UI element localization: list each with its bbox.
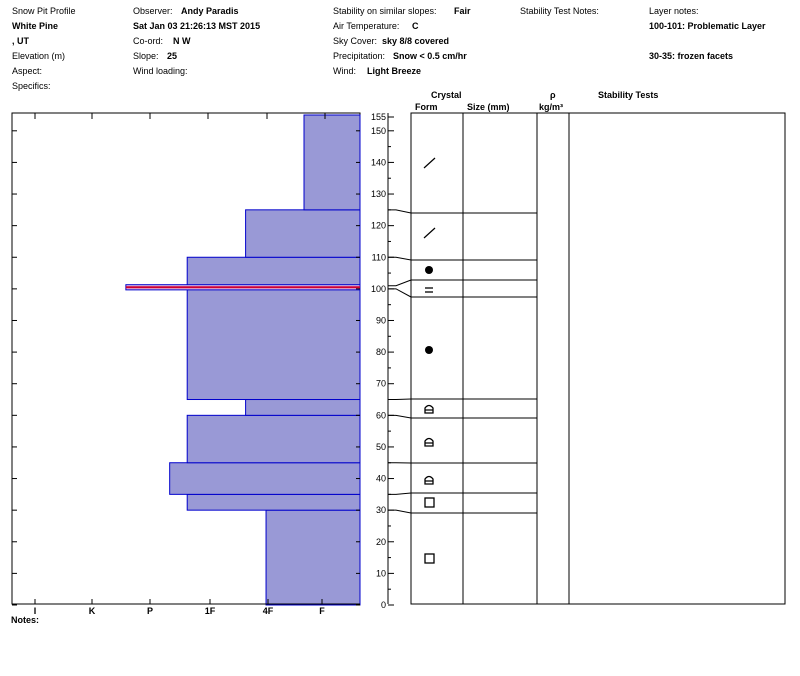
crystal-form-symbol — [424, 553, 435, 564]
coord-value: N W — [173, 36, 191, 46]
crystal-table-frame — [410, 112, 786, 605]
stability-value: Fair — [454, 6, 471, 16]
layer-connector-line — [388, 492, 412, 495]
rounded-grain-icon — [425, 266, 433, 274]
hardness-tick-label: I — [34, 606, 37, 616]
decomposing-particle-icon — [423, 227, 436, 239]
crystal-form-symbol — [424, 437, 434, 447]
depth-tick-label: 30 — [376, 505, 386, 515]
layer-note-1: 100-101: Problematic Layer — [649, 21, 766, 31]
layer-connector-line — [388, 288, 412, 298]
layer-connector-line — [388, 398, 412, 401]
crystal-form-symbol — [425, 287, 433, 293]
hardness-layer-bar — [303, 114, 361, 211]
crystal-form-symbol — [425, 266, 433, 274]
hardness-tick-label: 1F — [205, 606, 216, 616]
depth-tick-label: 80 — [376, 347, 386, 357]
app-title: Snow Pit Profile — [12, 6, 76, 16]
depth-tick-label: 120 — [371, 221, 386, 231]
layer-notes-label: Layer notes: — [649, 6, 699, 16]
coord-label: Co-ord: — [133, 36, 164, 46]
form-header: Form — [415, 102, 438, 112]
sky-cover-value: sky 8/8 covered — [382, 36, 450, 46]
depth-tick-label: 10 — [376, 568, 386, 578]
crystal-form-symbol — [424, 497, 435, 508]
crystal-form-symbol — [423, 227, 436, 239]
elevation-label: Elevation (m) — [12, 51, 66, 61]
stability-label: Stability on similar slopes: — [333, 6, 437, 16]
hardness-tick-label: K — [89, 606, 96, 616]
crystal-form-symbol — [425, 346, 433, 354]
hardness-layer-bar — [245, 209, 361, 258]
layer-connector-line — [388, 509, 412, 514]
depth-tick-label: 60 — [376, 410, 386, 420]
mixed-form-icon — [424, 437, 434, 447]
hardness-tick-label: F — [319, 606, 325, 616]
observation-datetime: Sat Jan 03 21:26:13 MST 2015 — [133, 21, 261, 31]
region-name: , UT — [12, 36, 29, 46]
hardness-layer-bar — [245, 399, 361, 416]
wind-label: Wind: — [333, 66, 357, 76]
hardness-tick-label: P — [147, 606, 153, 616]
crystal-header: Crystal — [431, 90, 462, 100]
depth-tick-label: 0 — [381, 600, 386, 610]
layer-connector-line — [388, 209, 412, 214]
precipitation-label: Precipitation: — [333, 51, 386, 61]
decomposing-particle-icon — [423, 157, 436, 169]
observer-value: Andy Paradis — [181, 6, 239, 16]
depth-tick-label: 110 — [372, 252, 386, 262]
precipitation-value: Snow < 0.5 cm/hr — [393, 51, 467, 61]
sky-cover-label: Sky Cover: — [333, 36, 378, 46]
slope-label: Slope: — [133, 51, 159, 61]
depth-tick-label: 155 — [371, 112, 386, 122]
depth-tick-label: 130 — [371, 189, 386, 199]
mixed-form-icon — [424, 404, 434, 414]
layer-note-2: 30-35: frozen facets — [649, 51, 734, 61]
rounded-grain-icon — [425, 346, 433, 354]
stability-test-notes-label: Stability Test Notes: — [520, 6, 599, 16]
hardness-layer-bar — [186, 414, 361, 464]
crystal-form-symbol — [424, 404, 434, 414]
depth-tick-label: 40 — [376, 474, 386, 484]
air-temp-value: C — [412, 21, 419, 31]
observer-label: Observer: — [133, 6, 173, 16]
aspect-label: Aspect: — [12, 66, 43, 76]
layer-connector-line — [388, 256, 412, 261]
layer-connector-line — [388, 414, 412, 419]
air-temp-label: Air Temperature: — [333, 21, 400, 31]
notes-label: Notes: — [11, 615, 40, 625]
wind-loading-label: Wind loading: — [133, 66, 188, 76]
slope-value: 25 — [167, 51, 178, 61]
density-symbol-header: ρ — [550, 90, 556, 100]
wind-value: Light Breeze — [367, 66, 422, 76]
hardness-tick-label: 4F — [263, 606, 274, 616]
faceted-crystal-icon — [424, 553, 435, 564]
depth-tick-label: 140 — [371, 157, 386, 167]
depth-tick-label: 90 — [376, 315, 386, 325]
stability-tests-header: Stability Tests — [598, 90, 659, 100]
mixed-form-icon — [424, 475, 434, 485]
size-header: Size (mm) — [467, 102, 510, 112]
faceted-crystal-icon — [424, 497, 435, 508]
location-name: White Pine — [12, 21, 59, 31]
hardness-layer-bar — [186, 256, 361, 401]
specifics-label: Specifics: — [12, 81, 51, 91]
depth-tick-label: 100 — [371, 284, 386, 294]
density-unit-header: kg/m³ — [539, 102, 564, 112]
hardness-layer-bar — [265, 509, 361, 606]
depth-tick-label: 150 — [371, 126, 386, 136]
layer-connector-line — [388, 279, 412, 287]
crystal-form-symbol — [423, 157, 436, 169]
depth-tick-label: 70 — [376, 379, 386, 389]
hardness-layer-bar — [169, 462, 361, 495]
crystal-form-symbol — [424, 475, 434, 485]
hardness-layer-bar — [186, 493, 361, 511]
depth-tick-label: 50 — [376, 442, 386, 452]
depth-tick-label: 20 — [376, 537, 386, 547]
